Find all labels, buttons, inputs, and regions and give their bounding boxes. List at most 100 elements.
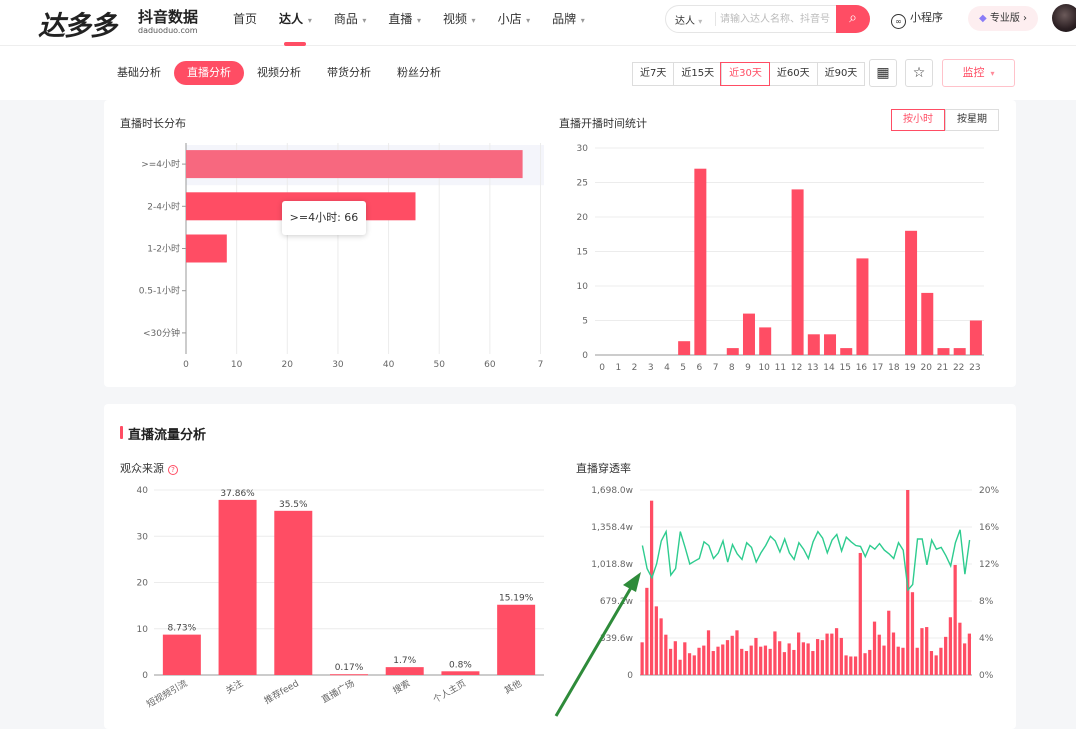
nav-item-label: 品牌 [552, 12, 577, 26]
bar [849, 656, 853, 675]
nav-item-6[interactable]: 品牌 ▾ [541, 0, 596, 46]
nav-item-label: 视频 [443, 12, 468, 26]
x-tick-label: 搜索 [391, 677, 413, 696]
nav-item-4[interactable]: 视频 ▾ [432, 0, 487, 46]
nav-item-label: 直播 [388, 12, 413, 26]
range-option-3[interactable]: 近60天 [768, 63, 817, 85]
bar [654, 606, 658, 675]
main-nav: 首页 达人 ▾ 商品 ▾ 直播 ▾ 视频 ▾ 小店 ▾ 品牌 ▾ [222, 0, 596, 46]
help-icon[interactable]: ? [168, 465, 178, 475]
bar [687, 653, 692, 675]
nav-item-0[interactable]: 首页 [222, 0, 268, 46]
bar [649, 500, 654, 675]
range-option-1[interactable]: 近15天 [673, 63, 721, 85]
right-y-tick-label: 12% [979, 560, 999, 570]
monitor-button[interactable]: 监控 ▾ [942, 59, 1015, 87]
toggle-option-1[interactable]: 按星期 [945, 109, 999, 131]
x-tick-label: 22 [953, 363, 964, 373]
data-label: 8.73% [168, 624, 197, 634]
x-tick-label: 7 [713, 363, 719, 373]
nav-item-label: 小店 [497, 12, 522, 26]
x-tick-label: 直播广场 [319, 677, 356, 705]
data-label: 0.8% [449, 660, 472, 670]
bar [218, 499, 257, 675]
x-tick-label: 9 [745, 363, 751, 373]
toggle-option-0[interactable]: 按小时 [891, 109, 945, 131]
right-y-tick-label: 0% [979, 671, 994, 681]
chevron-down-icon: ▾ [698, 17, 703, 26]
qrcode-button[interactable]: ▦ [869, 59, 897, 87]
left-y-tick-label: 1,698.0w [591, 486, 633, 496]
bar [863, 653, 867, 675]
chevron-down-icon: ▾ [578, 16, 585, 25]
start-time-chart-title: 直播开播时间统计 [559, 117, 647, 130]
mini-program-link[interactable]: ∞ 小程序 [891, 9, 943, 29]
y-tick-label: >=4小时 [141, 158, 180, 170]
chevron-down-icon: ▾ [359, 16, 367, 25]
range-option-0[interactable]: 近7天 [640, 68, 667, 79]
nav-item-2[interactable]: 商品 ▾ [323, 0, 378, 46]
y-tick-label: 30 [577, 144, 589, 154]
nav-item-3[interactable]: 直播 ▾ [377, 0, 432, 46]
bar [844, 655, 848, 675]
y-tick-label: 40 [137, 486, 149, 496]
right-y-tick-label: 16% [979, 523, 999, 533]
tab-2[interactable]: 视频分析 [257, 66, 301, 79]
x-tick-label: 其他 [502, 677, 524, 696]
annotation-arrow [554, 572, 641, 717]
bar [697, 647, 701, 675]
range-option-2[interactable]: 近30天 [720, 62, 770, 86]
x-tick-label: 21 [937, 363, 948, 373]
bar [694, 168, 707, 355]
nav-item-1[interactable]: 达人 ▾ [268, 0, 323, 46]
search-icon: ⌕ [849, 10, 857, 26]
bar [905, 230, 918, 355]
tab-3[interactable]: 带货分析 [327, 66, 371, 79]
pro-version-button[interactable]: ◆ 专业版 › [968, 6, 1038, 31]
x-tick-label: 16 [856, 363, 868, 373]
favorite-button[interactable]: ☆ [905, 59, 933, 87]
bar [948, 617, 953, 675]
x-tick-label: 2 [632, 363, 638, 373]
nav-item-5[interactable]: 小店 ▾ [487, 0, 542, 46]
x-tick-label: 7 [538, 360, 544, 370]
left-y-tick-label: 679.2w [600, 597, 633, 607]
bar [706, 630, 711, 675]
bar [664, 634, 668, 675]
search-input[interactable] [720, 10, 838, 28]
bar [806, 643, 810, 675]
bar [742, 313, 755, 355]
x-tick-label: 13 [807, 363, 818, 373]
bar [763, 645, 768, 675]
bar [744, 651, 749, 675]
tab-0[interactable]: 基础分析 [117, 66, 161, 79]
y-tick-label: 5 [582, 317, 588, 327]
avatar[interactable] [1052, 4, 1076, 32]
range-option-4[interactable]: 近90天 [816, 63, 865, 85]
tab-1[interactable]: 直播分析 [174, 61, 244, 85]
penetration-chart: 0 339.6w 679.2w 1,018.8w 1,358.4w 1,698.0w 0% 4… [591, 486, 999, 681]
bar [683, 642, 687, 675]
x-tick-label: 19 [904, 363, 916, 373]
tab-4[interactable]: 粉丝分析 [397, 66, 441, 79]
chevron-down-icon: ▾ [469, 16, 476, 25]
x-tick-label: 30 [332, 360, 344, 370]
search-button[interactable]: ⌕ [836, 5, 870, 33]
nav-item-label: 首页 [233, 12, 258, 26]
duration-chart-title: 直播时长分布 [120, 117, 186, 130]
logo[interactable]: 达多多 抖音数据 daduoduo.com [38, 4, 198, 42]
bar [824, 334, 837, 355]
nav-item-label: 商品 [333, 12, 358, 26]
bar [953, 564, 957, 675]
x-tick-label: 6 [696, 363, 702, 373]
chevron-down-icon: ▾ [990, 69, 995, 78]
bar [891, 632, 896, 675]
bar [740, 648, 744, 675]
y-tick-label: 30 [137, 532, 149, 542]
x-tick-label: 4 [664, 363, 670, 373]
search-type-select[interactable]: 达人 ▾ [675, 16, 703, 27]
chart-tooltip: >=4小时: 66 [282, 201, 366, 235]
x-tick-label: 23 [969, 363, 980, 373]
sub-navbar: 基础分析 直播分析 视频分析 带货分析 粉丝分析 近7天 近15天 近30天 近60天 近90天… [0, 46, 1076, 100]
bar [915, 647, 919, 675]
